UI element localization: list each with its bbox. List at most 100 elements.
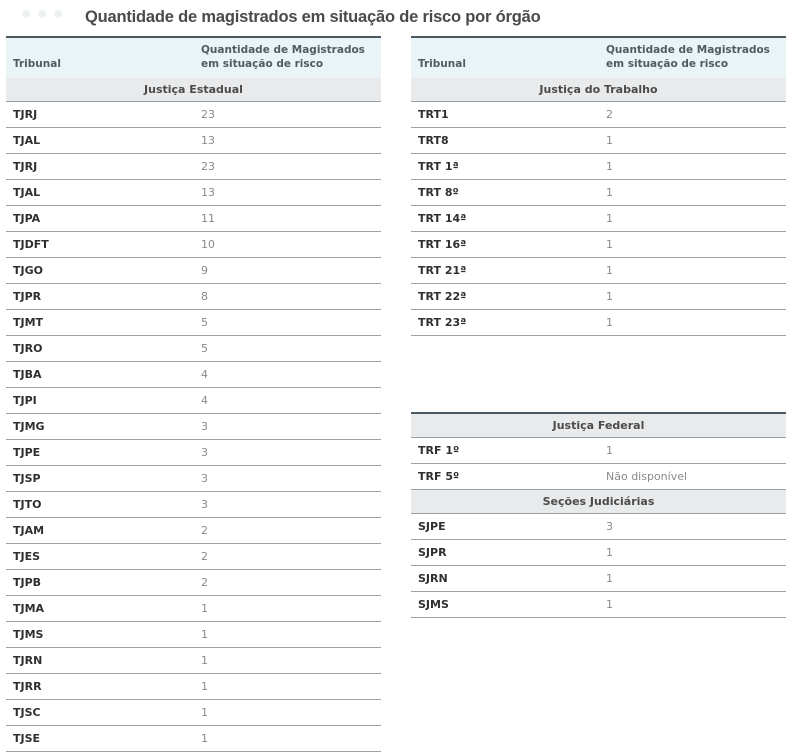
magistrados-count: 1 [604,179,786,206]
column-header-quantidade: Quantidade de Magistrados em situação de… [604,36,786,78]
tribunal-name: TJBA [6,361,199,388]
section-header: Justiça Federal [411,412,787,438]
tribunal-name: TJDFT [6,231,199,258]
section-title-federal: Justiça Federal [411,412,787,438]
magistrados-count: 1 [199,621,381,648]
decoration-dot [22,10,30,18]
table-row: TJAL 13 [6,179,381,206]
magistrados-count: 23 [199,101,381,128]
table-row: TJAM 2 [6,517,381,544]
section-title-estadual: Justiça Estadual [6,78,381,102]
table-row: TRT1 2 [411,101,786,128]
table-row: TJTO 3 [6,491,381,518]
magistrados-count: 1 [199,595,381,622]
magistrados-count: 1 [604,591,787,618]
magistrados-count: 23 [199,153,381,180]
tribunal-name: TRT 21ª [411,257,604,284]
table-header-row: Tribunal Quantidade de Magistrados em si… [6,36,381,78]
table-row: TRT 23ª 1 [411,309,786,336]
magistrados-count: 1 [604,283,786,310]
table-justica-trabalho: Tribunal Quantidade de Magistrados em si… [411,36,786,336]
magistrados-count: 8 [199,283,381,310]
table-row: SJPR 1 [411,539,787,566]
magistrados-count: 2 [604,101,786,128]
tribunal-name: TJGO [6,257,199,284]
tribunal-name: TJRO [6,335,199,362]
section-header: Justiça do Trabalho [411,78,786,102]
magistrados-count: 1 [604,565,787,592]
table-row: TJES 2 [6,543,381,570]
tribunal-name: SJPR [411,539,604,566]
section-header: Justiça Estadual [6,78,381,102]
magistrados-count: 1 [604,153,786,180]
table-row: TJPE 3 [6,439,381,466]
magistrados-count: 2 [199,517,381,544]
table-row: TJPR 8 [6,283,381,310]
magistrados-count: 1 [604,309,786,336]
tribunal-name: TJMT [6,309,199,336]
magistrados-count: 13 [199,127,381,154]
tribunal-name: TJES [6,543,199,570]
table-row: TJMA 1 [6,595,381,622]
table-row: TJRJ 23 [6,101,381,128]
magistrados-count: 4 [199,361,381,388]
table-row: TRT 14ª 1 [411,205,786,232]
decoration-dot [38,10,46,18]
tribunal-name: TJRJ [6,153,199,180]
column-header-quantidade: Quantidade de Magistrados em situação de… [199,36,381,78]
magistrados-count: 13 [199,179,381,206]
table-row: TRT8 1 [411,127,786,154]
tribunal-name: TJSC [6,699,199,726]
magistrados-count: Não disponível [604,463,787,490]
table-row: SJRN 1 [411,565,787,592]
tribunal-name: TJMS [6,621,199,648]
tribunal-name: TRT 8º [411,179,604,206]
table-row: TJSP 3 [6,465,381,492]
table-row: TJPA 11 [6,205,381,232]
column-header-tribunal: Tribunal [6,36,199,78]
magistrados-count: 1 [604,437,787,464]
magistrados-count: 9 [199,257,381,284]
magistrados-count: 1 [604,257,786,284]
magistrados-count: 1 [604,231,786,258]
section-title-trabalho: Justiça do Trabalho [411,78,786,102]
table-header-row: Tribunal Quantidade de Magistrados em si… [411,36,786,78]
table-row: SJPE 3 [411,513,787,540]
tribunal-name: TJTO [6,491,199,518]
title-bar: Quantidade de magistrados em situação de… [0,0,804,36]
table-row: TJRO 5 [6,335,381,362]
magistrados-count: 3 [199,439,381,466]
table-row: TJBA 4 [6,361,381,388]
magistrados-count: 5 [199,335,381,362]
magistrados-count: 11 [199,205,381,232]
tribunal-name: TJAM [6,517,199,544]
magistrados-count: 1 [199,699,381,726]
table-row: TJMS 1 [6,621,381,648]
tribunal-name: TRT 22ª [411,283,604,310]
tribunal-name: SJPE [411,513,604,540]
table-row: TJRR 1 [6,673,381,700]
decoration-dot [54,10,62,18]
tribunal-name: TJPB [6,569,199,596]
table-justica-estadual: Tribunal Quantidade de Magistrados em si… [6,36,381,752]
tribunal-name: SJRN [411,565,604,592]
magistrados-count: 1 [199,647,381,674]
tribunal-name: TRF 5º [411,463,604,490]
table-row: TJAL 13 [6,127,381,154]
table-row: TJPB 2 [6,569,381,596]
page-title: Quantidade de magistrados em situação de… [85,8,541,26]
table-row: TRT 16ª 1 [411,231,786,258]
magistrados-count: 1 [604,127,786,154]
tribunal-name: TJAL [6,179,199,206]
table-row: TRF 5º Não disponível [411,463,787,490]
tribunal-name: TJPA [6,205,199,232]
table-row: TJMT 5 [6,309,381,336]
tribunal-name: TJSP [6,465,199,492]
table-row: TJRJ 23 [6,153,381,180]
table-row: TRT 1ª 1 [411,153,786,180]
table-row: TRT 8º 1 [411,179,786,206]
magistrados-count: 1 [199,673,381,700]
table-row: TRF 1º 1 [411,437,787,464]
tribunal-name: TJMG [6,413,199,440]
tribunal-name: TJRN [6,647,199,674]
